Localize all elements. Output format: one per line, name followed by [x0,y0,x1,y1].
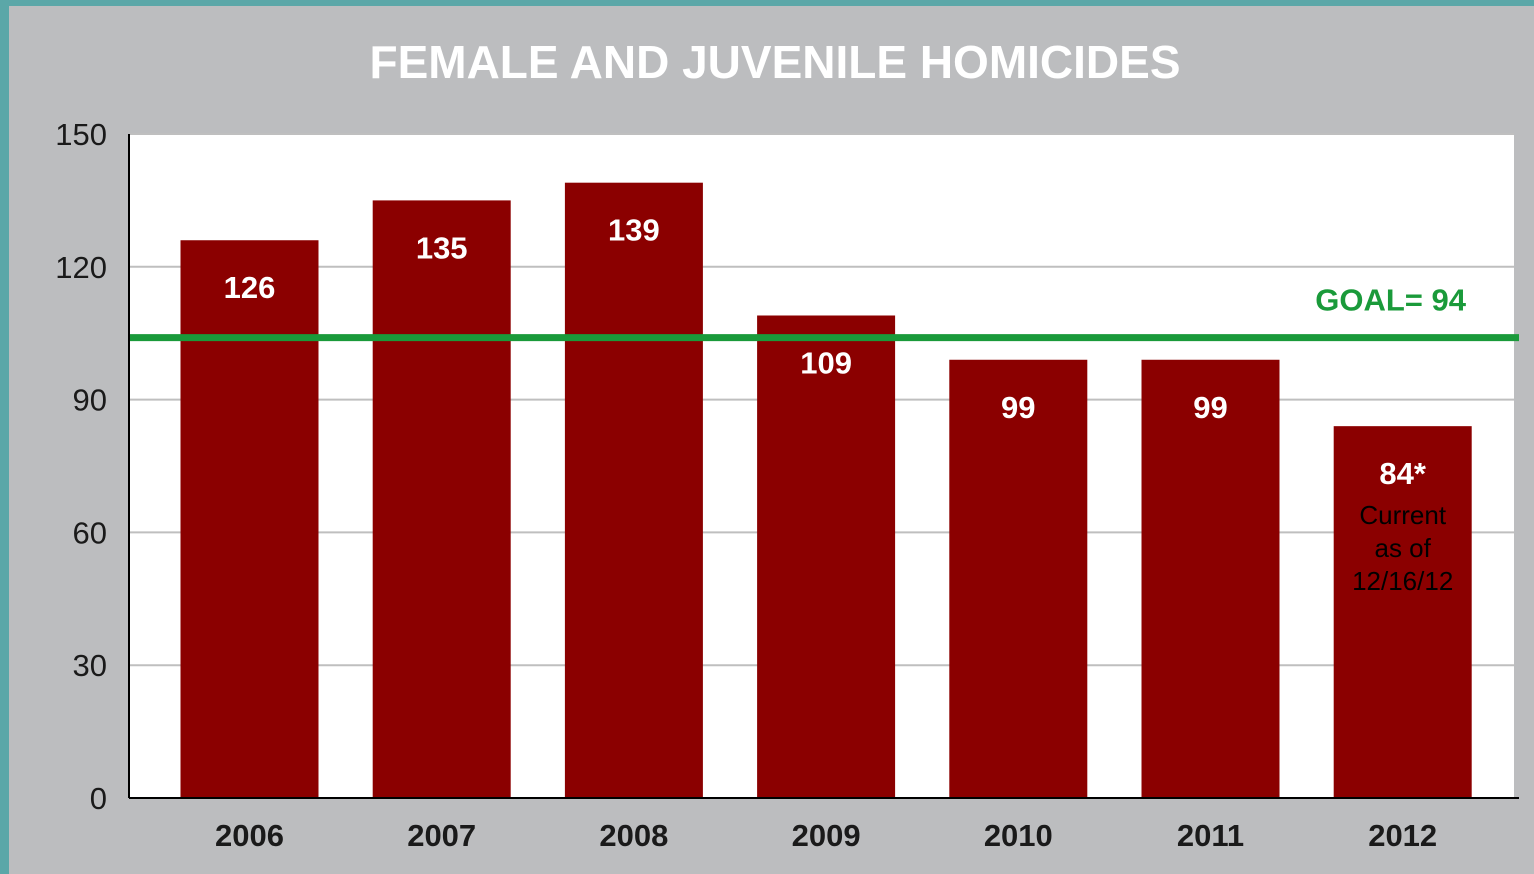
x-tick-label: 2008 [599,818,668,853]
bar-note-label: 12/16/12 [1352,566,1453,596]
bar [1141,359,1280,798]
x-tick-label: 2012 [1368,818,1437,853]
bar-note-label: as of [1375,533,1432,563]
y-tick-label: 60 [73,515,107,550]
bar-value-label: 135 [416,230,468,265]
y-tick-label: 90 [73,383,107,418]
x-axis-labels: 2006 2007 2008 2009 2010 2011 2012 [215,818,1437,853]
y-tick-label: 0 [90,781,107,816]
bars [180,182,1472,799]
x-tick-label: 2010 [984,818,1053,853]
y-tick-label: 120 [55,250,107,285]
bar-note-label: Current [1359,500,1446,530]
bar [180,240,319,799]
bar-value-label: 139 [608,213,660,248]
bar-value-label: 99 [1193,390,1227,425]
x-tick-label: 2006 [215,818,284,853]
goal-line-group: GOAL= 94 [129,283,1519,342]
bar-value-label: 109 [800,345,852,380]
x-tick-label: 2011 [1177,818,1244,853]
bar [949,359,1088,798]
bar [564,182,703,798]
bar-value-label: 84* [1379,456,1426,491]
y-tick-label: 150 [55,117,107,152]
y-tick-label: 30 [73,648,107,683]
bar-value-label: 99 [1001,390,1035,425]
bar [757,315,896,798]
bar-value-label: 126 [224,270,276,305]
goal-label: GOAL= 94 [1315,283,1467,318]
chart-title: FEMALE AND JUVENILE HOMICIDES [369,36,1180,88]
x-tick-label: 2007 [407,818,476,853]
y-axis-ticks: 0 30 60 90 120 150 [55,117,107,816]
x-tick-label: 2009 [792,818,861,853]
bar-chart: FEMALE AND JUVENILE HOMICIDES 0 30 60 90 120… [55,36,1519,853]
bar [1333,426,1472,798]
bar [372,200,511,798]
chart-frame: FEMALE AND JUVENILE HOMICIDES 0 30 60 90 120… [9,6,1534,874]
